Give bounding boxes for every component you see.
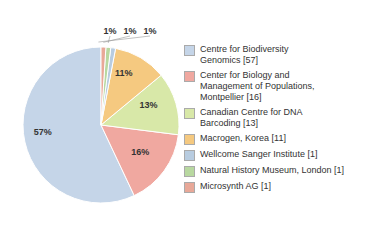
svg-text:13%: 13% — [139, 100, 157, 110]
html-text:Macrogen, Korea [11]: Macrogen, Korea [11] — [200, 132, 286, 143]
svg-text:1%: 1% — [123, 26, 136, 36]
html-text:Centre for Biodiversity Genomi: Centre for Biodiversity Genomics [57] — [200, 43, 289, 65]
html-text:Wellcome Sanger Institute [1]: Wellcome Sanger Institute [1] — [200, 148, 318, 159]
html-text:Natural History Museum, London: Natural History Museum, London [1] — [200, 164, 345, 175]
html-text:Microsynth AG [1]: Microsynth AG [1] — [200, 180, 271, 191]
svg-text:11%: 11% — [115, 68, 133, 78]
html-text:Canadian Centre for DNA Barcod: Canadian Centre for DNA Barcoding [13] — [200, 106, 303, 128]
html-text:Center for Biology and Managem: Center for Biology and Management of Pop… — [200, 69, 315, 102]
svg-text:1%: 1% — [103, 26, 116, 36]
svg-text:16%: 16% — [131, 147, 149, 157]
svg-text:57%: 57% — [34, 127, 52, 137]
svg-text:1%: 1% — [143, 26, 156, 36]
